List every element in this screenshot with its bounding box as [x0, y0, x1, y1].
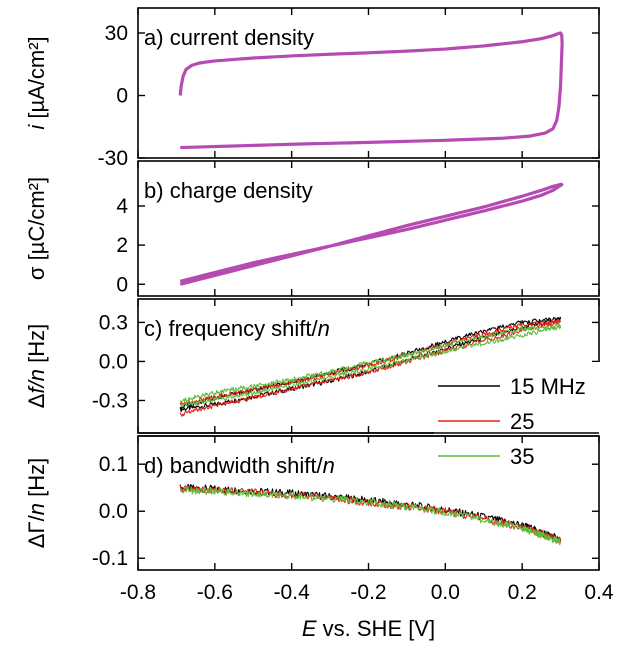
panel-label-prefix: a): [144, 25, 164, 50]
y-axis-label-text: [µA/cm²]: [24, 36, 49, 118]
series-line-c-1: [179, 318, 562, 417]
x-tick-label: -0.6: [197, 581, 233, 604]
series-line-d-2: [179, 485, 562, 546]
y-axis-label-text: [Hz]: [24, 324, 49, 363]
panel-label-text: charge density: [170, 178, 313, 203]
legend-label: 25: [510, 409, 534, 434]
y-tick-label: 0.0: [99, 350, 128, 373]
y-tick-label: -0.1: [92, 547, 128, 570]
panel-label-prefix: b): [144, 178, 164, 203]
legend-box: [434, 362, 602, 470]
panel-a: 30 0 -30 i [µA/cm²] a) current density: [24, 7, 600, 170]
panel-label: b) charge density: [144, 178, 313, 203]
panel-label: a) current density: [144, 25, 314, 50]
x-tick-label: -0.4: [274, 581, 311, 604]
y-tick-label: 0: [116, 85, 128, 108]
y-tick-label: 2: [116, 234, 128, 257]
y-axis-label-prefix: Δ: [24, 393, 49, 408]
y-axis-label-italic: n: [24, 503, 49, 515]
panel-c: 0.3 0.0 -0.3 Δf/n [Hz] c) frequency shift/n 1…: [24, 298, 602, 470]
panel-b: 4 2 0 σ [µC/cm²] b) charge density: [24, 160, 600, 297]
y-tick-label: 30: [105, 22, 128, 45]
x-axis-label-text: vs. SHE [V]: [323, 616, 435, 641]
y-axis-label-text: [Hz]: [24, 458, 49, 497]
legend-label: 15 MHz: [510, 374, 586, 399]
y-axis-label-italic: i: [24, 124, 49, 130]
y-axis-label-prefix: ΔΓ/: [24, 514, 49, 548]
x-tick-label: -0.2: [350, 581, 386, 604]
panel-label-prefix: d): [144, 453, 164, 478]
y-axis-label: ΔΓ/n [Hz]: [24, 458, 49, 548]
y-tick-label: -0.3: [92, 389, 128, 412]
panel-label: c) frequency shift/n: [144, 316, 330, 341]
panel-label-prefix: c): [144, 316, 162, 341]
x-axis-label-italic: E: [302, 616, 317, 641]
y-tick-label: 0.0: [99, 500, 128, 523]
x-tick-label: 0.0: [431, 581, 460, 604]
y-axis-label: σ [µC/cm²]: [24, 177, 49, 280]
x-tick-label: -0.8: [120, 581, 156, 604]
panel-label-text: frequency shift/: [168, 316, 318, 341]
y-axis-label: i [µA/cm²]: [24, 36, 49, 129]
series-line-b-0: [179, 182, 564, 286]
series-line-c-2: [179, 323, 562, 408]
panel-label: d) bandwidth shift/n: [144, 453, 335, 478]
panel-d: 0.1 0.0 -0.1 -0.8 -0.6 -0.4 -0.2 0.0 0.2 0.4 ΔΓ/n …: [24, 435, 614, 604]
x-axis-label: E vs. SHE [V]: [302, 616, 435, 641]
y-tick-label: -30: [98, 147, 128, 170]
legend-label: 35: [510, 444, 534, 469]
x-tick-label: 0.2: [508, 581, 537, 604]
series-line-a-0: [178, 31, 564, 150]
panel-label-text: bandwidth shift/: [170, 453, 324, 478]
y-tick-label: 0.1: [99, 453, 128, 476]
panel-label-italic: n: [318, 316, 330, 341]
y-tick-label: 0: [116, 273, 128, 296]
y-axis-label-italic: f/n: [24, 369, 49, 393]
y-axis-label-text: σ [µC/cm²]: [24, 177, 49, 280]
panel-label-text: current density: [170, 25, 314, 50]
panel-label-italic: n: [323, 453, 335, 478]
y-tick-label: 0.3: [99, 311, 128, 334]
y-tick-label: 4: [116, 195, 128, 218]
y-axis-label: Δf/n [Hz]: [24, 324, 49, 408]
x-tick-label: 0.4: [584, 581, 614, 604]
